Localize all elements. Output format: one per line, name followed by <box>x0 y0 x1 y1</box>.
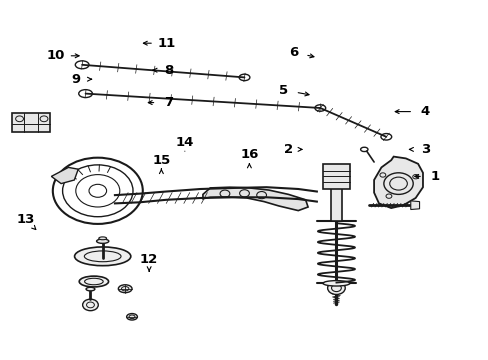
Text: 8: 8 <box>164 64 173 77</box>
Ellipse shape <box>86 287 95 291</box>
Text: 4: 4 <box>420 105 429 118</box>
Text: 15: 15 <box>152 154 170 167</box>
Text: 1: 1 <box>430 170 439 183</box>
Text: 2: 2 <box>284 143 292 156</box>
Polygon shape <box>373 157 422 208</box>
Circle shape <box>327 282 345 294</box>
Polygon shape <box>410 201 419 210</box>
Polygon shape <box>322 164 349 189</box>
Ellipse shape <box>126 314 137 320</box>
Text: 9: 9 <box>71 73 80 86</box>
Polygon shape <box>203 187 307 211</box>
Text: 12: 12 <box>140 253 158 266</box>
Circle shape <box>82 299 98 311</box>
Polygon shape <box>51 167 78 184</box>
Text: 16: 16 <box>240 148 258 161</box>
Polygon shape <box>330 180 342 221</box>
Text: 7: 7 <box>164 96 173 109</box>
Text: 14: 14 <box>175 136 194 149</box>
Text: 3: 3 <box>420 143 429 156</box>
Ellipse shape <box>96 239 108 243</box>
Polygon shape <box>327 283 345 289</box>
Text: 6: 6 <box>288 46 297 59</box>
Ellipse shape <box>322 281 349 286</box>
Ellipse shape <box>99 237 106 240</box>
Ellipse shape <box>74 247 131 266</box>
Text: 13: 13 <box>17 213 35 226</box>
Text: 5: 5 <box>279 84 287 96</box>
Polygon shape <box>12 113 50 132</box>
Ellipse shape <box>79 276 108 287</box>
Text: 11: 11 <box>157 37 175 50</box>
Text: 10: 10 <box>47 49 65 62</box>
Ellipse shape <box>118 285 132 293</box>
